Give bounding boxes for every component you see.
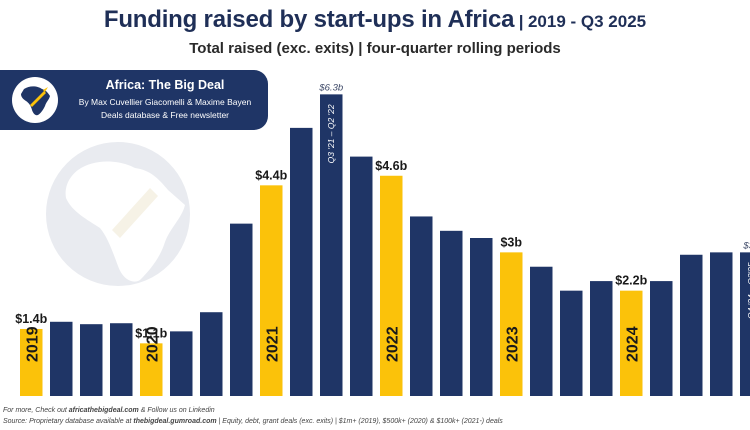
bar-16 [500, 252, 523, 396]
year-label-2022: 2022 [384, 326, 401, 362]
footer-site-link[interactable]: africathebigdeal.com [68, 407, 139, 414]
title-separator: | [518, 12, 524, 31]
value-label-2020: $1.1b [135, 326, 167, 340]
bar-12 [380, 175, 403, 396]
value-label-2024: $2.2b [615, 274, 647, 288]
bar-13 [410, 216, 433, 396]
peak-period-label: Q3 '21 – Q2 '22 [326, 104, 336, 163]
bar-17 [530, 266, 553, 396]
bar-18 [560, 290, 583, 396]
bar-5 [170, 331, 193, 396]
year-label-2020: 2020 [144, 326, 161, 362]
year-label-2023: 2023 [504, 326, 521, 362]
latest-value-label: $3b [742, 240, 750, 251]
peak-value-label: $6.3b [318, 82, 343, 93]
footer-1-suffix: & Follow us on Linkedin [138, 407, 215, 414]
value-label-2022: $4.6b [375, 159, 407, 173]
chart-title: Funding raised by start-ups in Africa | … [0, 6, 750, 34]
footer-gumroad-link[interactable]: thebigdeal.gumroad.com [133, 418, 217, 425]
title-text: Funding raised by start-ups in Africa [103, 6, 515, 33]
footer-2-suffix: | Equity, debt, grant deals (exc. exits)… [216, 418, 503, 425]
bar-4 [140, 343, 163, 396]
year-label-2024: 2024 [624, 326, 641, 362]
bar-8 [260, 185, 283, 396]
chart-subtitle: Total raised (exc. exits) | four-quarter… [189, 40, 561, 57]
year-label-2021: 2021 [264, 326, 281, 362]
bar-6 [200, 312, 223, 396]
value-label-2021: $4.4b [255, 168, 287, 182]
latest-period-label: Q4 '24 – Q3'25 [746, 262, 750, 319]
bar-7 [230, 223, 253, 396]
bar-15 [470, 238, 493, 396]
footer-line-1: For more, Check out africathebigdeal.com… [3, 407, 215, 414]
bar-19 [590, 281, 613, 396]
bar-22 [680, 254, 703, 396]
footer-1-prefix: For more, Check out [3, 407, 69, 414]
brand-box: Africa: The Big Deal By Max Cuvellier Gi… [0, 70, 268, 130]
brand-newsletter: Deals database & Free newsletter [100, 110, 230, 120]
bar-9 [290, 127, 313, 396]
footer-2-prefix: Source: Proprietary database available a… [3, 418, 134, 425]
bar-14 [440, 230, 463, 396]
bar-21 [650, 281, 673, 396]
title-period: 2019 - Q3 2025 [527, 12, 647, 31]
bar-10 [320, 94, 343, 396]
bar-1 [50, 321, 73, 396]
bar-0 [20, 328, 43, 396]
value-label-2023: $3b [500, 235, 522, 249]
bar-23 [710, 252, 733, 396]
footer-line-2: Source: Proprietary database available a… [3, 418, 503, 425]
africa-rocket-icon [12, 77, 58, 123]
value-label-2019: $1.4b [15, 312, 47, 326]
brand-authors: By Max Cuvellier Giacomelli & Maxime Bay… [78, 97, 252, 107]
bar-11 [350, 156, 373, 396]
bar-3 [110, 323, 133, 396]
bar-24 [740, 252, 750, 396]
bar-20 [620, 290, 643, 396]
bar-2 [80, 324, 103, 396]
year-label-2019: 2019 [24, 326, 41, 362]
brand-title: Africa: The Big Deal [105, 78, 225, 92]
africa-watermark-icon [46, 142, 190, 286]
